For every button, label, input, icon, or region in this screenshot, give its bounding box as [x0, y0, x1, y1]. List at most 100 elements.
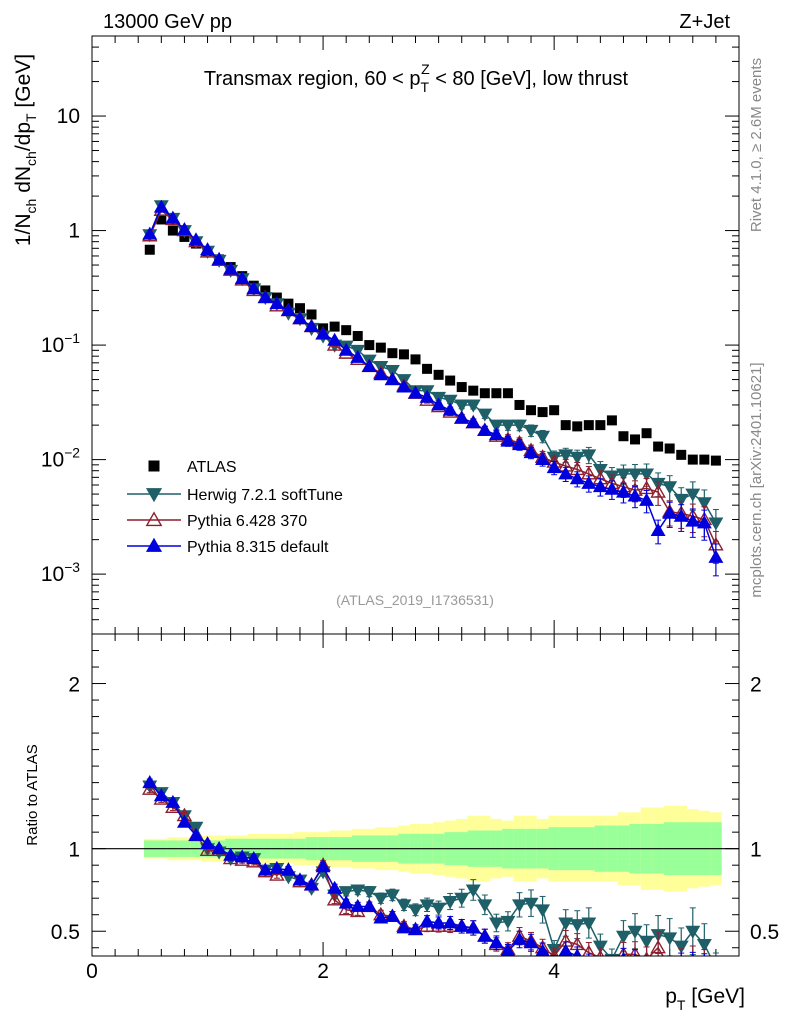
pythia-8-315-default-point	[396, 379, 412, 393]
pythia-8-315-default-point	[304, 877, 319, 891]
pythia-8-315-default-point	[269, 296, 285, 310]
herwig-7-2-1-softtune-point	[338, 886, 354, 900]
herwig-7-2-1-softtune-point	[431, 902, 447, 916]
herwig-7-2-1-softtune-point	[662, 932, 678, 946]
ratio-ytick-label-right: 2	[750, 674, 762, 697]
pythia-8-315-default-point	[176, 221, 192, 236]
pythia-8-315-default-point	[454, 410, 470, 424]
xtick-label: 4	[548, 960, 560, 983]
pythia-8-315-default-point	[465, 920, 481, 934]
pythia-8-315-default-point	[338, 342, 354, 356]
pythia-8-315-default-point	[200, 242, 215, 256]
main-ytick-label: 1	[68, 220, 80, 243]
pythia-8-315-default-point	[698, 961, 711, 973]
pythia-8-315-default-point	[572, 948, 582, 956]
atlas-point	[618, 431, 629, 442]
pythia-8-315-default-point	[592, 479, 608, 493]
atlas-point	[514, 399, 525, 410]
herwig-7-2-1-softtune-point	[627, 468, 643, 482]
pythia-8-315-default-point	[142, 226, 158, 240]
pythia-8-315-default-point	[604, 481, 620, 495]
header-left: 13000 GeV pp	[103, 11, 232, 33]
pythia-8-315-default-point	[523, 935, 539, 949]
atlas-point	[387, 348, 398, 359]
atlas-point	[144, 244, 155, 255]
herwig-7-2-1-softtune-point	[465, 884, 481, 898]
atlas-point	[456, 382, 467, 393]
pythia-8-315-default-point	[211, 251, 227, 265]
pythia-8-315-default-point	[605, 966, 618, 978]
side-label-top: Rivet 4.1.0, ≥ 2.6M events	[748, 58, 765, 232]
ratio-frame	[91, 633, 740, 957]
pythia-8-315-default-point	[211, 841, 227, 855]
atlas-point	[341, 325, 352, 336]
pythia-6-428-370-point	[549, 947, 559, 956]
pythia-8-315-default-point	[419, 389, 435, 403]
pythia-8-315-default-point	[523, 445, 539, 459]
atlas-point	[676, 449, 687, 460]
herwig-7-2-1-softtune-point	[500, 419, 516, 433]
herwig-7-2-1-softtune-point	[581, 449, 597, 463]
ratio-axis-ticks	[91, 634, 739, 956]
herwig-7-2-1-softtune-point	[662, 481, 678, 495]
pythia-8-315-default-point	[594, 959, 607, 971]
main-series	[141, 199, 724, 577]
atlas-point	[422, 363, 433, 374]
herwig-7-2-1-softtune-point	[685, 925, 701, 939]
pythia-8-315-default-point	[269, 860, 285, 874]
pythia-8-315-default-point	[696, 515, 712, 529]
ratio-series	[141, 775, 722, 978]
main-ytick-label: 10−2	[41, 445, 80, 472]
herwig-7-2-1-softtune-point	[477, 408, 493, 422]
pythia-6-428-370-point	[269, 867, 285, 881]
herwig-7-2-1-softtune-point	[709, 963, 722, 975]
herwig-7-2-1-softtune-point	[384, 365, 400, 379]
atlas-point	[664, 443, 675, 454]
herwig-7-2-1-softtune-point	[627, 925, 643, 939]
pythia-8-315-default-point	[546, 460, 562, 474]
herwig-7-2-1-softtune-point	[361, 886, 377, 900]
herwig-7-2-1-softtune-point	[535, 430, 551, 444]
atlas-point	[549, 405, 560, 416]
herwig-7-2-1-softtune-point	[581, 917, 597, 931]
pythia-8-315-default-point	[708, 549, 724, 563]
herwig-7-2-1-softtune-point	[569, 451, 585, 465]
pythia-8-315-default-point	[142, 775, 158, 789]
pythia-8-315-default-point	[327, 332, 343, 346]
xtick-label: 2	[317, 960, 329, 983]
pythia-8-315-default-point	[408, 921, 423, 936]
herwig-7-2-1-softtune-point	[512, 419, 527, 433]
pythia-8-315-default-point	[292, 311, 308, 325]
atlas-point	[156, 214, 167, 225]
pythia-6-428-370-point	[663, 961, 676, 973]
main-axis-ticks	[91, 35, 739, 635]
atlas-point	[606, 415, 617, 426]
herwig-7-2-1-softtune-point	[454, 892, 470, 906]
atlas-point	[479, 388, 490, 399]
herwig-7-2-1-softtune-point	[592, 940, 608, 954]
atlas-point	[502, 388, 513, 399]
atlas-point	[433, 369, 444, 380]
pythia-8-315-default-point	[639, 492, 655, 506]
main-ytick-label: 10−3	[41, 559, 80, 586]
pythia-8-315-default-point	[662, 505, 678, 519]
pythia-8-315-default-point	[188, 827, 204, 841]
herwig-7-2-1-softtune-point	[523, 897, 539, 911]
pythia-8-315-default-point	[280, 303, 296, 317]
atlas-point	[699, 454, 710, 465]
pythia-8-315-default-point	[384, 371, 400, 386]
pythia-8-315-default-point	[581, 475, 597, 489]
herwig-7-2-1-softtune-point	[384, 889, 400, 903]
atlas-point	[410, 354, 421, 365]
herwig-7-2-1-softtune-point	[639, 935, 655, 949]
pythia-8-315-default-point	[361, 358, 377, 372]
herwig-7-2-1-softtune-point	[592, 464, 608, 478]
pythia-8-315-default-point	[350, 898, 366, 912]
pythia-8-315-default-point	[304, 318, 319, 333]
legend-marker-pythia-8-315-default	[145, 537, 163, 552]
pythia-8-315-default-point	[165, 210, 181, 224]
pythia-8-315-default-point	[465, 415, 481, 429]
pythia-8-315-default-point	[327, 880, 343, 894]
pythia-8-315-default-point	[621, 951, 626, 956]
